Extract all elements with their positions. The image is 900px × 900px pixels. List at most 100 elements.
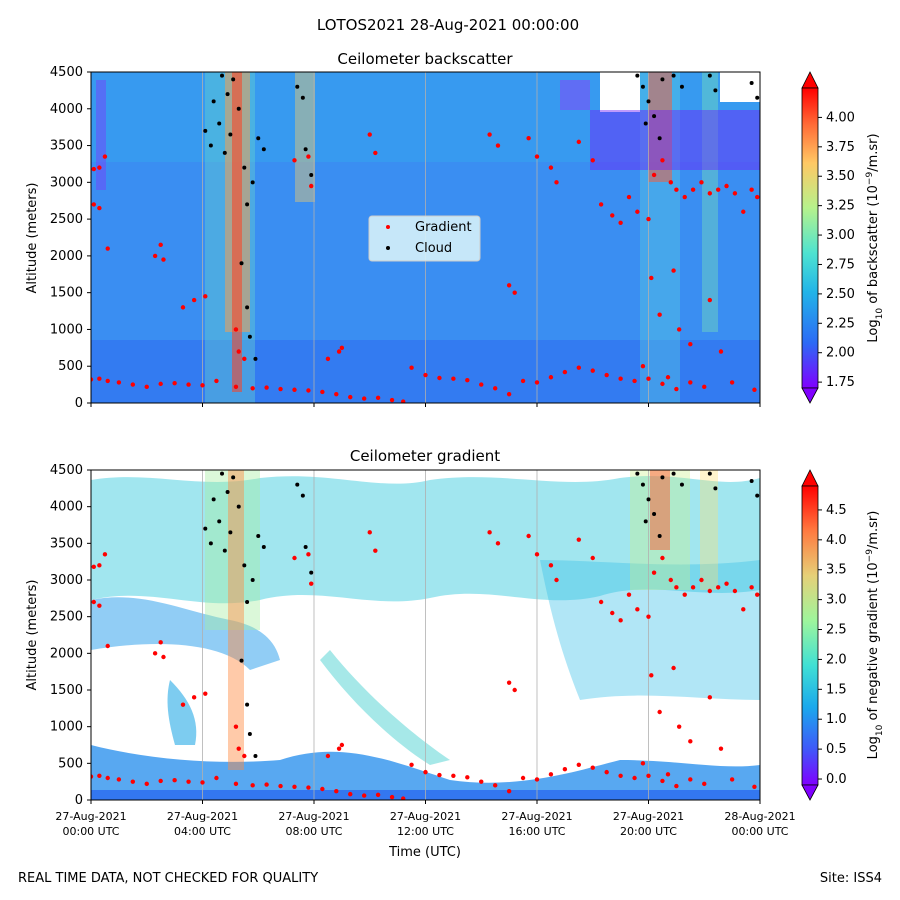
gradient-point [729, 777, 735, 782]
colorbar-tick-label: 2.0 [826, 652, 847, 667]
cloud-point [245, 702, 250, 707]
cloud-point [256, 534, 261, 538]
gradient-point [97, 773, 102, 778]
gradient-point [632, 775, 637, 781]
cloud-point [261, 147, 266, 152]
cloud-point [295, 84, 300, 89]
x-tick-label: 27-Aug-2021 [278, 810, 349, 823]
gradient-point [749, 585, 754, 590]
gradient-point [604, 769, 609, 775]
gradient-point [479, 382, 484, 387]
gradient-point [158, 381, 163, 387]
colorbar2-label: Log10 of negative gradient (10−9/m.sr) [865, 511, 885, 760]
gradient-point [562, 369, 568, 375]
gradient-point [660, 158, 665, 163]
gradient-point [702, 384, 707, 390]
gradient-point [665, 375, 671, 380]
colorbar-tick-label: 4.5 [826, 503, 847, 518]
gradient-point [233, 724, 239, 729]
gradient-point [325, 356, 331, 362]
gradient-point [682, 592, 687, 597]
y-tick-label: 0 [75, 396, 83, 411]
gradient-point [506, 789, 512, 794]
gradient-point [102, 552, 108, 557]
gradient-point [755, 592, 760, 597]
panel2-y-ticks: 0 500 1000 1500 2000 2500 3000 3500 4000 4500 [50, 463, 91, 808]
colorbar-tick-label: 3.50 [826, 169, 855, 184]
cloud-point [256, 136, 261, 141]
gradient-point [487, 530, 492, 535]
colorbar-tick-label: 2.50 [826, 287, 855, 302]
gradient-point [465, 775, 470, 780]
gradient-point [423, 769, 428, 775]
gradient-point [152, 253, 158, 259]
gradient-point [348, 791, 353, 797]
panel2-ylabel: Altitude (meters) [25, 580, 40, 691]
gradient-point [91, 166, 96, 172]
gradient-point [278, 386, 283, 392]
gradient-point [590, 765, 595, 770]
gradient-point [554, 180, 559, 185]
gradient-point [373, 150, 378, 156]
gradient-point [520, 378, 526, 384]
gradient-point [646, 773, 651, 778]
gradient-point [320, 786, 325, 792]
gradient-point [105, 378, 110, 384]
gradient-point [548, 772, 554, 777]
gradient-point [250, 386, 255, 391]
gradient-point [512, 687, 517, 693]
gradient-point [97, 165, 102, 170]
gradient-point [690, 187, 696, 192]
colorbar-tick-label: 3.0 [826, 593, 847, 608]
gradient-point [651, 172, 657, 178]
cloud-point [217, 519, 222, 524]
y-tick-label: 1000 [50, 322, 83, 337]
gradient-point [105, 643, 110, 649]
gradient-point [203, 294, 208, 299]
panel1-legend: Gradient Cloud [368, 215, 481, 262]
gradient-point [375, 792, 381, 798]
panel1-points [91, 73, 760, 403]
colorbar2-bottom-extend [801, 784, 819, 801]
y-tick-label: 2500 [50, 212, 83, 227]
cloud-point [671, 471, 676, 476]
gradient-point [191, 695, 197, 700]
colorbar1-top-extend [801, 71, 819, 89]
gradient-point [91, 599, 96, 605]
gradient-point [506, 680, 512, 685]
cloud-point [755, 493, 760, 498]
colorbar-tick-label: 3.5 [826, 563, 847, 578]
gradient-point [292, 158, 297, 163]
x-tick-label: 08:00 UTC [285, 825, 342, 838]
cloud-point [222, 150, 227, 155]
gradient-point [657, 709, 662, 715]
gradient-point [676, 327, 682, 332]
cloud-point [303, 147, 308, 152]
figure-title: LOTOS2021 28-Aug-2021 00:00:00 [317, 16, 579, 34]
gradient-point [520, 775, 526, 781]
colorbar-tick-label: 1.0 [826, 712, 847, 727]
gradient-point [674, 783, 679, 789]
cloud-point [247, 732, 252, 736]
cloud-point [640, 84, 645, 89]
gradient-point [590, 158, 595, 163]
gradient-point [660, 778, 665, 784]
colorbar-tick-label: 0.5 [826, 742, 847, 757]
gradient-point [660, 555, 665, 561]
colorbar1-bottom-extend [801, 387, 819, 404]
gradient-point [741, 209, 746, 214]
gradient-point [699, 180, 704, 185]
gradient-point [688, 777, 693, 782]
gradient-point [674, 386, 679, 392]
gradient-point [409, 365, 414, 370]
cloud-point [679, 482, 684, 487]
gradient-point [158, 778, 163, 784]
colorbar2-body [801, 485, 819, 786]
y-tick-label: 1500 [50, 286, 83, 301]
gradient-point [618, 773, 623, 778]
gradient-point [97, 563, 102, 568]
gradient-point [671, 268, 676, 273]
cloud-point [220, 73, 225, 78]
colorbar-tick-label: 4.0 [826, 533, 847, 548]
